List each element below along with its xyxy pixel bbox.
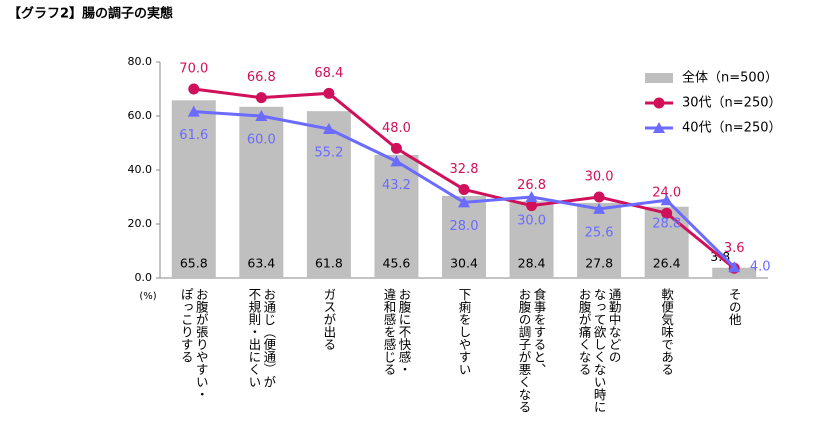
point-value-label: 28.0 — [450, 219, 479, 234]
x-tick-label: 軟便気味である — [659, 287, 674, 376]
point-value-label: 30.0 — [517, 214, 546, 229]
bar-value-label: 28.4 — [518, 256, 546, 271]
y-tick-label: 40.0 — [128, 163, 153, 176]
point — [593, 202, 606, 214]
point-value-label: 4.0 — [750, 260, 771, 275]
point — [390, 142, 402, 154]
point — [728, 261, 741, 273]
point — [188, 83, 200, 95]
bar-value-label: 65.8 — [180, 256, 208, 271]
chart-title: 【グラフ2】腸の調子の実態 — [8, 6, 173, 22]
bar — [577, 202, 622, 278]
x-tick-label: 違和感を感じる — [381, 288, 396, 376]
legend-label: 全体（n=500） — [682, 70, 778, 86]
point-value-label: 66.8 — [247, 70, 276, 85]
bar-value-label: 30.4 — [450, 256, 478, 271]
x-tick-label: 食事をすると、 — [532, 287, 547, 376]
point — [593, 191, 605, 203]
point-value-label: 25.6 — [585, 225, 614, 240]
y-unit: (%) — [139, 291, 156, 302]
y-tick-label: 60.0 — [128, 109, 153, 122]
point — [653, 97, 665, 109]
point-value-label: 3.6 — [724, 241, 745, 256]
bar-value-label: 45.6 — [383, 256, 411, 271]
x-tick-label: 下痢をしやすい — [457, 288, 472, 376]
y-tick-label: 80.0 — [128, 55, 153, 68]
point — [323, 87, 335, 99]
point-value-label: 48.0 — [382, 121, 411, 136]
point-value-label: 43.2 — [382, 178, 411, 193]
x-tick-label: ぽっこりする — [179, 288, 194, 363]
bar — [306, 111, 351, 278]
point — [526, 200, 538, 212]
x-tick-label: ガスが出る — [321, 288, 336, 351]
x-tick-label: なって欲しくない時に — [592, 288, 607, 413]
x-tick-label: お腹が張りやすい・ — [194, 288, 209, 401]
point-value-label: 60.0 — [247, 133, 276, 148]
x-tick-label: お腹に不快感・ — [396, 288, 411, 376]
bar — [239, 106, 284, 278]
legend-label: 30代（n=250） — [682, 96, 782, 111]
point — [390, 155, 403, 167]
x-tick-label: その他 — [727, 288, 742, 326]
point-value-label: 28.8 — [652, 217, 681, 232]
point — [322, 122, 335, 134]
point — [458, 183, 470, 195]
point-value-label: 70.0 — [179, 62, 208, 77]
x-tick-label: 不規則・出にくい — [246, 288, 261, 388]
point — [661, 207, 673, 219]
legend-label: 40代（n=250） — [682, 121, 782, 136]
point — [187, 105, 200, 117]
legend-swatch — [645, 73, 673, 83]
point-value-label: 68.4 — [314, 66, 343, 81]
x-tick-label: お通じ（便通）が — [261, 288, 276, 388]
point-value-label: 30.0 — [585, 170, 614, 185]
point — [458, 196, 470, 208]
point-value-label: 24.0 — [652, 186, 681, 201]
bar — [171, 100, 216, 278]
bar-value-label: 61.8 — [315, 256, 343, 271]
x-tick-label: お腹が痛くなる — [577, 288, 592, 376]
point-value-label: 26.8 — [517, 178, 546, 193]
point — [653, 122, 665, 133]
point-value-label: 55.2 — [314, 145, 343, 160]
point-value-label: 61.6 — [179, 128, 208, 143]
x-tick-label: お腹の調子が悪くなる — [517, 288, 532, 413]
point — [525, 191, 538, 202]
point-value-label: 32.8 — [450, 162, 479, 177]
x-tick-label: 通勤中などの — [607, 288, 622, 363]
bar — [509, 201, 554, 278]
bar — [374, 154, 419, 278]
bar — [442, 195, 486, 278]
y-tick-label: 0.0 — [135, 271, 153, 284]
point — [255, 92, 267, 104]
y-tick-label: 20.0 — [128, 217, 153, 230]
point — [660, 194, 673, 206]
bar-value-label: 26.4 — [653, 256, 681, 271]
bar-value-label: 63.4 — [247, 256, 275, 271]
point — [255, 110, 268, 121]
bar-value-label: 27.8 — [585, 256, 613, 271]
